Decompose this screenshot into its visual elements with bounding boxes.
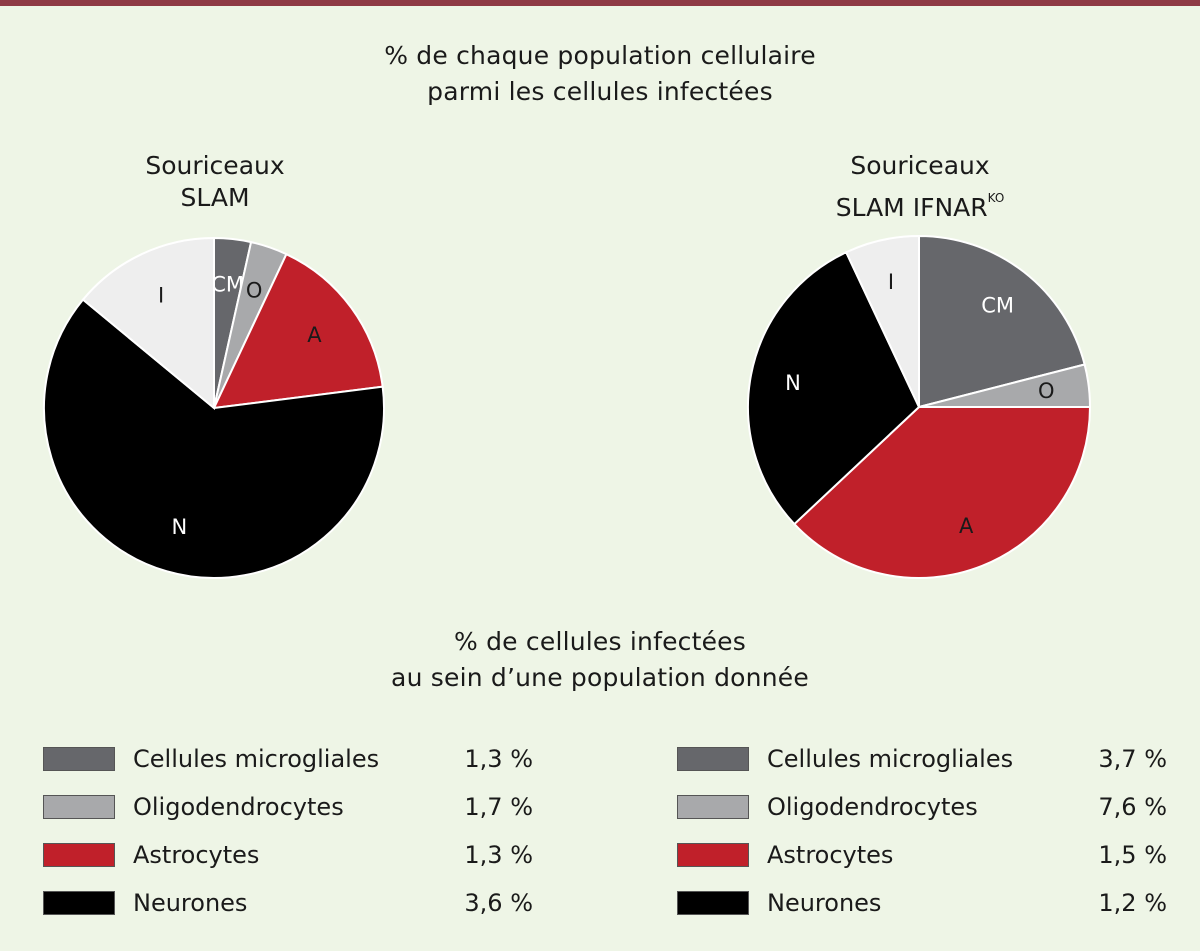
pie-label-o: O: [246, 279, 263, 303]
legend-row-a: Astrocytes 1,5 %: [677, 839, 1167, 871]
legend-title: % de cellules infectées au sein d’une po…: [0, 624, 1200, 696]
legend-swatch: [677, 747, 749, 771]
legend-value: 7,6 %: [1098, 793, 1167, 821]
pie-right-title-superscript: KO: [987, 191, 1005, 205]
legend-value: 1,5 %: [1098, 841, 1167, 869]
legend-row-n: Neurones 1,2 %: [677, 887, 1167, 919]
main-title: % de chaque population cellulaire parmi …: [0, 38, 1200, 110]
pie-slice-a: [212, 252, 384, 410]
legend-label: Oligodendrocytes: [767, 793, 978, 821]
legend-label: Neurones: [767, 889, 882, 917]
pie-label-i: I: [888, 270, 894, 294]
pie-label-a: A: [959, 514, 974, 538]
pie-label-cm: CM: [981, 294, 1014, 318]
pie-label-cm: CM: [211, 273, 244, 297]
legend-value: 1,7 %: [464, 793, 533, 821]
legend-label: Cellules microgliales: [767, 745, 1014, 773]
pie-left-title-line2: SLAM: [180, 183, 250, 212]
pie-slice-cm: [918, 234, 1086, 409]
legend-title-line2: au sein d’une population donnée: [391, 663, 809, 692]
pie-label-o: O: [1038, 379, 1055, 403]
legend-row-o: Oligodendrocytes 1,7 %: [43, 791, 533, 823]
legend-title-line1: % de cellules infectées: [454, 627, 746, 656]
legend-value: 3,6 %: [464, 889, 533, 917]
pie-slice-i: [81, 236, 215, 411]
pie-left-title-line1: Souriceaux: [145, 151, 285, 180]
legend-value: 1,3 %: [464, 841, 533, 869]
pie-label-n: N: [172, 515, 188, 539]
pie-right-title-main: SLAM IFNAR: [835, 193, 988, 222]
pie-slice-i: [844, 234, 920, 408]
legend-swatch: [43, 747, 115, 771]
pie-left-title: Souriceaux SLAM: [105, 150, 325, 214]
pie-label-n: N: [785, 371, 801, 395]
main-title-line1: % de chaque population cellulaire: [384, 41, 816, 70]
legend-row-a: Astrocytes 1,3 %: [43, 839, 533, 871]
top-accent-bar: [0, 0, 1200, 6]
legend-swatch: [677, 843, 749, 867]
legend-label: Astrocytes: [133, 841, 260, 869]
pie-label-i: I: [158, 284, 164, 308]
pie-label-a: A: [307, 323, 322, 347]
pie-chart-slam-ifnar-ko: CM O A N I: [747, 234, 1092, 579]
pie-slice-n: [43, 298, 385, 579]
legend-row-cm: Cellules microgliales 1,3 %: [43, 743, 533, 775]
legend-value: 3,7 %: [1098, 745, 1167, 773]
legend-label: Astrocytes: [767, 841, 894, 869]
legend-value: 1,2 %: [1098, 889, 1167, 917]
pie-right-title: Souriceaux SLAM IFNARKO: [780, 150, 1060, 224]
legend-swatch: [677, 891, 749, 915]
legend-swatch: [43, 843, 115, 867]
legend-value: 1,3 %: [464, 745, 533, 773]
pie-slice-a: [792, 406, 1092, 579]
pie-right-title-line2: SLAM IFNARKO: [780, 182, 1060, 224]
pie-right-title-line1: Souriceaux: [850, 151, 990, 180]
main-title-line2: parmi les cellules infectées: [427, 77, 773, 106]
pie-chart-slam: CM O A N I: [43, 236, 385, 579]
legend-label: Oligodendrocytes: [133, 793, 344, 821]
pie-slice-n: [747, 250, 921, 526]
legend-label: Neurones: [133, 889, 248, 917]
legend-swatch: [43, 795, 115, 819]
legend-swatch: [677, 795, 749, 819]
legend-label: Cellules microgliales: [133, 745, 380, 773]
legend-row-cm: Cellules microgliales 3,7 %: [677, 743, 1167, 775]
legend-row-o: Oligodendrocytes 7,6 %: [677, 791, 1167, 823]
legend-row-n: Neurones 3,6 %: [43, 887, 533, 919]
legend-swatch: [43, 891, 115, 915]
